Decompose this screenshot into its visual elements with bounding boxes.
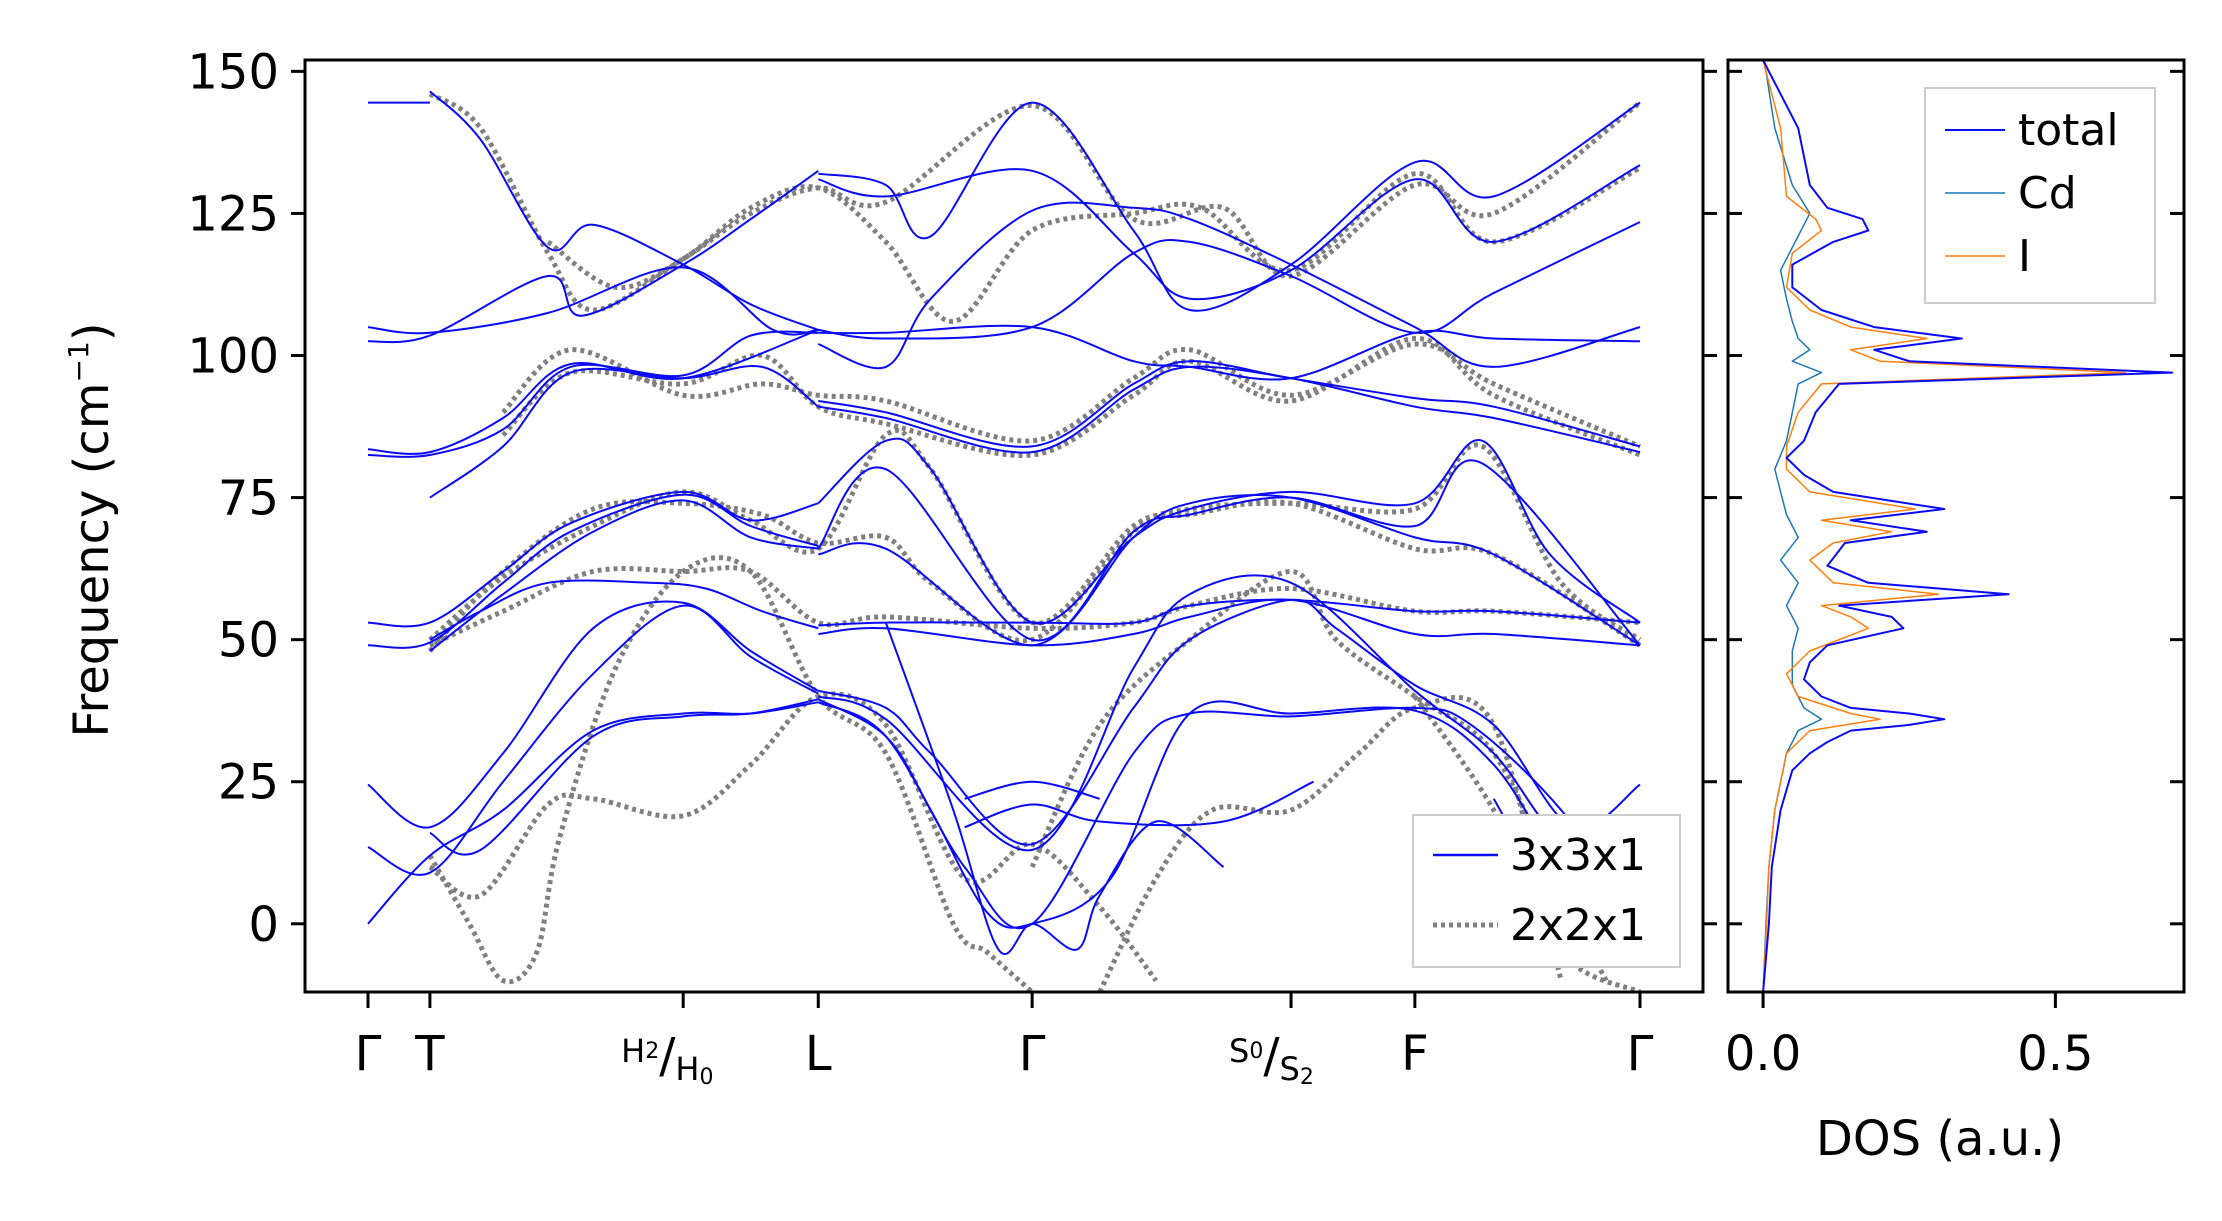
x-tick-label: Γ	[1627, 1026, 1654, 1082]
band-line-3x3x1-18	[818, 221, 1641, 340]
x-tick-label-fraction: S0/S2	[1229, 1028, 1314, 1090]
legend-label-i: I	[2018, 231, 2031, 282]
band-plot-area	[367, 90, 1642, 992]
band-line-3x3x1-17	[817, 201, 1641, 370]
band-line-3x3x1-10	[429, 579, 819, 641]
band-line-3x3x1-27	[818, 598, 1641, 846]
dos-ticks: 0.0 0.5	[1725, 69, 2184, 1082]
x-tick-label-fraction: H2/H0	[621, 1028, 713, 1090]
band-line-3x3x1-25	[818, 598, 1641, 627]
band-line-3x3x1-33	[964, 780, 1315, 829]
y-tick-label: 125	[187, 186, 279, 242]
band-line-3x3x1-8	[367, 493, 819, 649]
y-tick-label: 25	[218, 755, 279, 811]
band-line-3x3x1-20	[818, 360, 1641, 448]
x-tick-label: L	[805, 1026, 832, 1082]
band-line-3x3x1-21	[818, 365, 1641, 454]
band-line-3x3x1-28	[817, 574, 1641, 852]
y-tick-label: 50	[218, 613, 279, 669]
x-tick-label: F	[1401, 1026, 1429, 1082]
band-line-3x3x1-1	[367, 266, 819, 336]
band-line-3x3x1-22	[817, 437, 1641, 625]
band-line-3x3x1-12	[367, 604, 819, 876]
y-tick-label: 0	[248, 897, 279, 953]
band-line-2x2x1-1	[546, 165, 1642, 324]
band-line-2x2x1-8	[428, 691, 1158, 983]
dos-x-tick-label: 0.0	[1725, 1026, 1801, 1082]
y-tick-label: 100	[187, 329, 279, 385]
band-line-3x3x1-19	[818, 324, 1641, 381]
band-line-3x3x1-3	[429, 90, 819, 331]
band-line-3x3x1-24	[818, 494, 1641, 647]
dos-x-tick-label: 0.5	[2017, 1026, 2093, 1082]
band-plot-frame	[303, 58, 1705, 994]
x-tick-label: T	[414, 1026, 445, 1082]
band-legend: 3x3x1 2x2x1	[1412, 814, 1681, 968]
dos-legend: total Cd I	[1924, 87, 2156, 304]
band-line-3x3x1-14	[429, 698, 819, 856]
legend-label-2x2x1: 2x2x1	[1510, 900, 1646, 951]
x-tick-label: Γ	[355, 1026, 382, 1082]
band-line-2x2x1-0	[428, 91, 1642, 313]
dos-line-total	[1762, 60, 2174, 992]
x-tick-label: Γ	[1019, 1026, 1046, 1082]
y-axis-label: Frequency (cm−1)	[62, 322, 120, 737]
legend-label-3x3x1: 3x3x1	[1510, 830, 1646, 881]
band-legend-box	[1412, 814, 1681, 968]
band-line-3x3x1-4	[367, 328, 819, 455]
legend-label-cd: Cd	[2018, 168, 2077, 219]
band-line-3x3x1-26	[818, 598, 1641, 647]
legend-label-total: total	[2018, 105, 2119, 156]
band-line-2x2x1-3	[501, 335, 1641, 459]
y-tick-label: 75	[218, 471, 279, 527]
band-line-2x2x1-2	[501, 341, 1641, 449]
band-line-3x3x1-9	[429, 499, 819, 652]
band-line-3x3x1-7	[367, 490, 819, 628]
band-line-3x3x1-32	[964, 780, 1100, 800]
band-line-3x3x1-11	[367, 600, 819, 829]
x-axis-ticks: Γ T H2/H0 L Γ S0/S2 F Γ	[355, 992, 1654, 1090]
band-line-2x2x1-5	[428, 427, 1642, 648]
band-line-3x3x1-31	[884, 622, 1225, 955]
dos-line-i	[1762, 60, 2127, 992]
dos-x-axis-label: DOS (a.u.)	[1816, 1111, 2064, 1167]
band-line-3x3x1-6	[429, 365, 819, 499]
band-line-3x3x1-15	[818, 101, 1641, 312]
band-line-3x3x1-23	[817, 459, 1641, 646]
band-line-2x2x1-7	[427, 555, 1034, 992]
band-line-2x2x1-10	[1097, 694, 1564, 992]
y-axis-ticks: 0 25 50 75 100 125 150	[187, 44, 1717, 953]
y-tick-label: 150	[187, 44, 279, 100]
dos-plot-frame	[1726, 58, 2186, 994]
dos-plot-area	[1762, 60, 2174, 992]
band-line-3x3x1-5	[367, 330, 819, 458]
dos-legend-box	[1924, 87, 2156, 304]
dos-panel: 0.0 0.5 DOS (a.u.) total Cd I	[1725, 58, 2186, 1167]
band-line-3x3x1-2	[367, 169, 819, 344]
dos-line-cd	[1762, 60, 1823, 992]
band-line-3x3x1-16	[818, 164, 1641, 301]
